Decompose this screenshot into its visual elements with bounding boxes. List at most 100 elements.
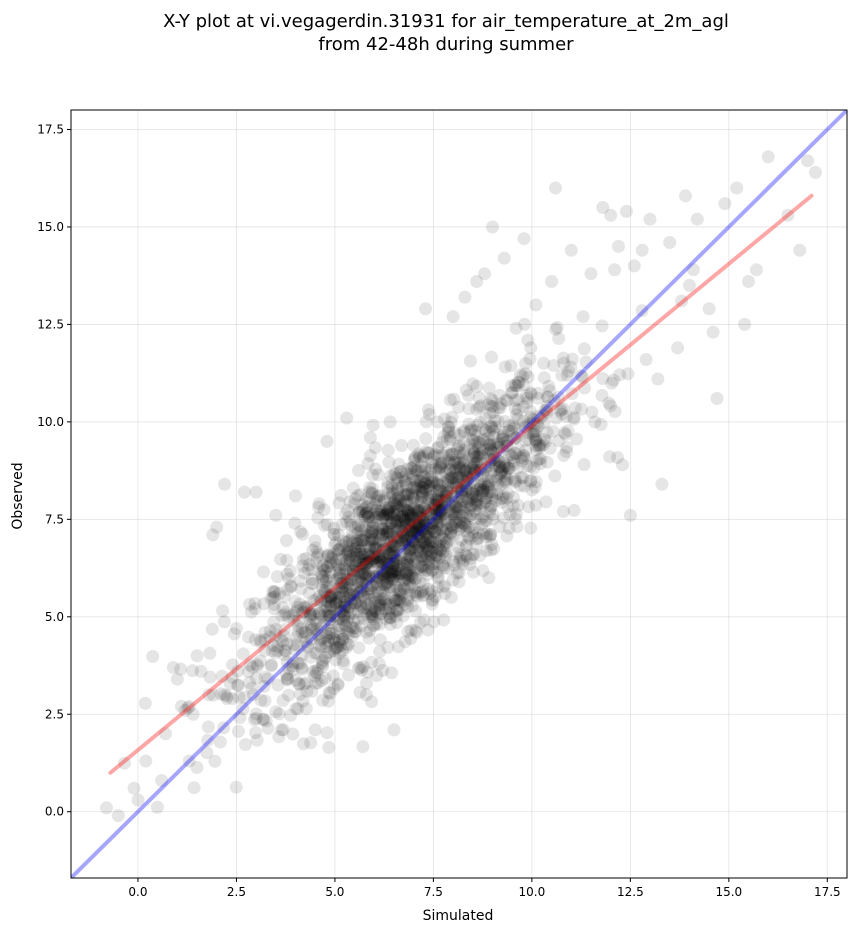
scatter-point <box>524 341 538 355</box>
scatter-point <box>351 564 365 578</box>
scatter-point <box>370 669 384 682</box>
scatter-point <box>481 431 495 445</box>
scatter-point <box>343 495 357 509</box>
scatter-point <box>249 707 263 721</box>
scatter-point <box>361 583 375 597</box>
scatter-point <box>467 433 481 447</box>
scatter-point <box>401 594 415 608</box>
scatter-point <box>423 515 437 529</box>
scatter-point <box>382 580 396 593</box>
scatter-point <box>486 220 499 234</box>
scatter-point <box>362 548 376 562</box>
scatter-point <box>512 376 526 390</box>
scatter-point <box>383 583 397 597</box>
scatter-point <box>292 614 306 628</box>
scatter-point <box>417 536 431 550</box>
scatter-point <box>348 492 362 506</box>
scatter-point <box>536 438 550 452</box>
scatter-point <box>430 507 444 521</box>
scatter-point <box>477 497 491 511</box>
scatter-point <box>407 516 421 530</box>
scatter-point <box>420 504 434 518</box>
scatter-point <box>389 493 403 506</box>
scatter-point <box>244 605 258 619</box>
scatter-point <box>361 457 375 470</box>
scatter-point <box>347 588 361 602</box>
scatter-point <box>603 450 617 464</box>
scatter-point <box>435 435 449 449</box>
scatter-point <box>480 514 494 528</box>
scatter-point <box>391 531 404 544</box>
scatter-point <box>584 267 598 281</box>
scatter-point <box>393 513 407 527</box>
scatter-point <box>533 411 547 425</box>
scatter-point <box>464 458 477 472</box>
scatter-point <box>463 466 477 480</box>
scatter-point <box>438 532 452 546</box>
scatter-point <box>496 443 510 457</box>
scatter-point <box>525 483 539 497</box>
scatter-point <box>420 539 434 553</box>
scatter-point <box>280 668 293 682</box>
scatter-point <box>485 393 499 407</box>
scatter-point <box>381 566 395 580</box>
scatter-point <box>427 498 441 512</box>
scatter-point <box>487 424 501 438</box>
scatter-point <box>455 519 469 533</box>
scatter-point <box>381 480 395 494</box>
scatter-point <box>396 530 410 544</box>
scatter-point <box>518 452 532 465</box>
scatter-point <box>289 489 302 503</box>
scatter-point <box>363 554 377 568</box>
scatter-point <box>458 500 471 514</box>
scatter-point <box>381 476 395 489</box>
scatter-point <box>392 457 406 471</box>
scatter-point <box>354 619 368 633</box>
scatter-point <box>421 403 435 417</box>
scatter-point <box>467 467 481 481</box>
scatter-point <box>419 504 433 518</box>
scatter-point <box>263 630 277 644</box>
scatter-point <box>508 402 522 415</box>
scatter-point <box>556 351 570 365</box>
scatter-point <box>335 584 348 598</box>
scatter-point <box>345 573 359 587</box>
scatter-point <box>174 662 188 676</box>
scatter-point <box>483 437 497 451</box>
scatter-point <box>399 540 413 554</box>
scatter-point <box>485 419 499 433</box>
scatter-point <box>389 609 403 623</box>
scatter-point <box>435 495 449 508</box>
scatter-point <box>523 404 537 418</box>
scatter-point <box>373 617 387 631</box>
scatter-point <box>548 469 562 483</box>
scatter-point <box>390 516 403 530</box>
scatter-point <box>337 614 350 628</box>
scatter-point <box>438 579 452 593</box>
scatter-point <box>323 627 337 641</box>
scatter-point <box>276 635 290 648</box>
scatter-point <box>352 641 366 655</box>
scatter-point <box>391 559 404 573</box>
scatter-point <box>391 483 405 497</box>
scatter-point <box>350 595 364 609</box>
scatter-point <box>483 485 497 499</box>
scatter-point <box>398 513 412 527</box>
scatter-point <box>361 586 375 600</box>
scatter-point <box>381 525 395 539</box>
scatter-point <box>380 565 394 579</box>
scatter-point <box>336 580 349 594</box>
scatter-point <box>397 512 411 526</box>
scatter-point <box>738 317 752 331</box>
scatter-point <box>496 428 510 442</box>
scatter-point <box>365 487 379 501</box>
scatter-point <box>406 534 420 548</box>
scatter-point <box>552 390 566 404</box>
scatter-point <box>390 484 404 498</box>
scatter-point <box>499 393 513 407</box>
scatter-point <box>309 628 323 642</box>
scatter-point <box>399 473 412 487</box>
scatter-point <box>529 443 543 457</box>
scatter-point <box>344 620 358 634</box>
scatter-point <box>612 239 625 253</box>
